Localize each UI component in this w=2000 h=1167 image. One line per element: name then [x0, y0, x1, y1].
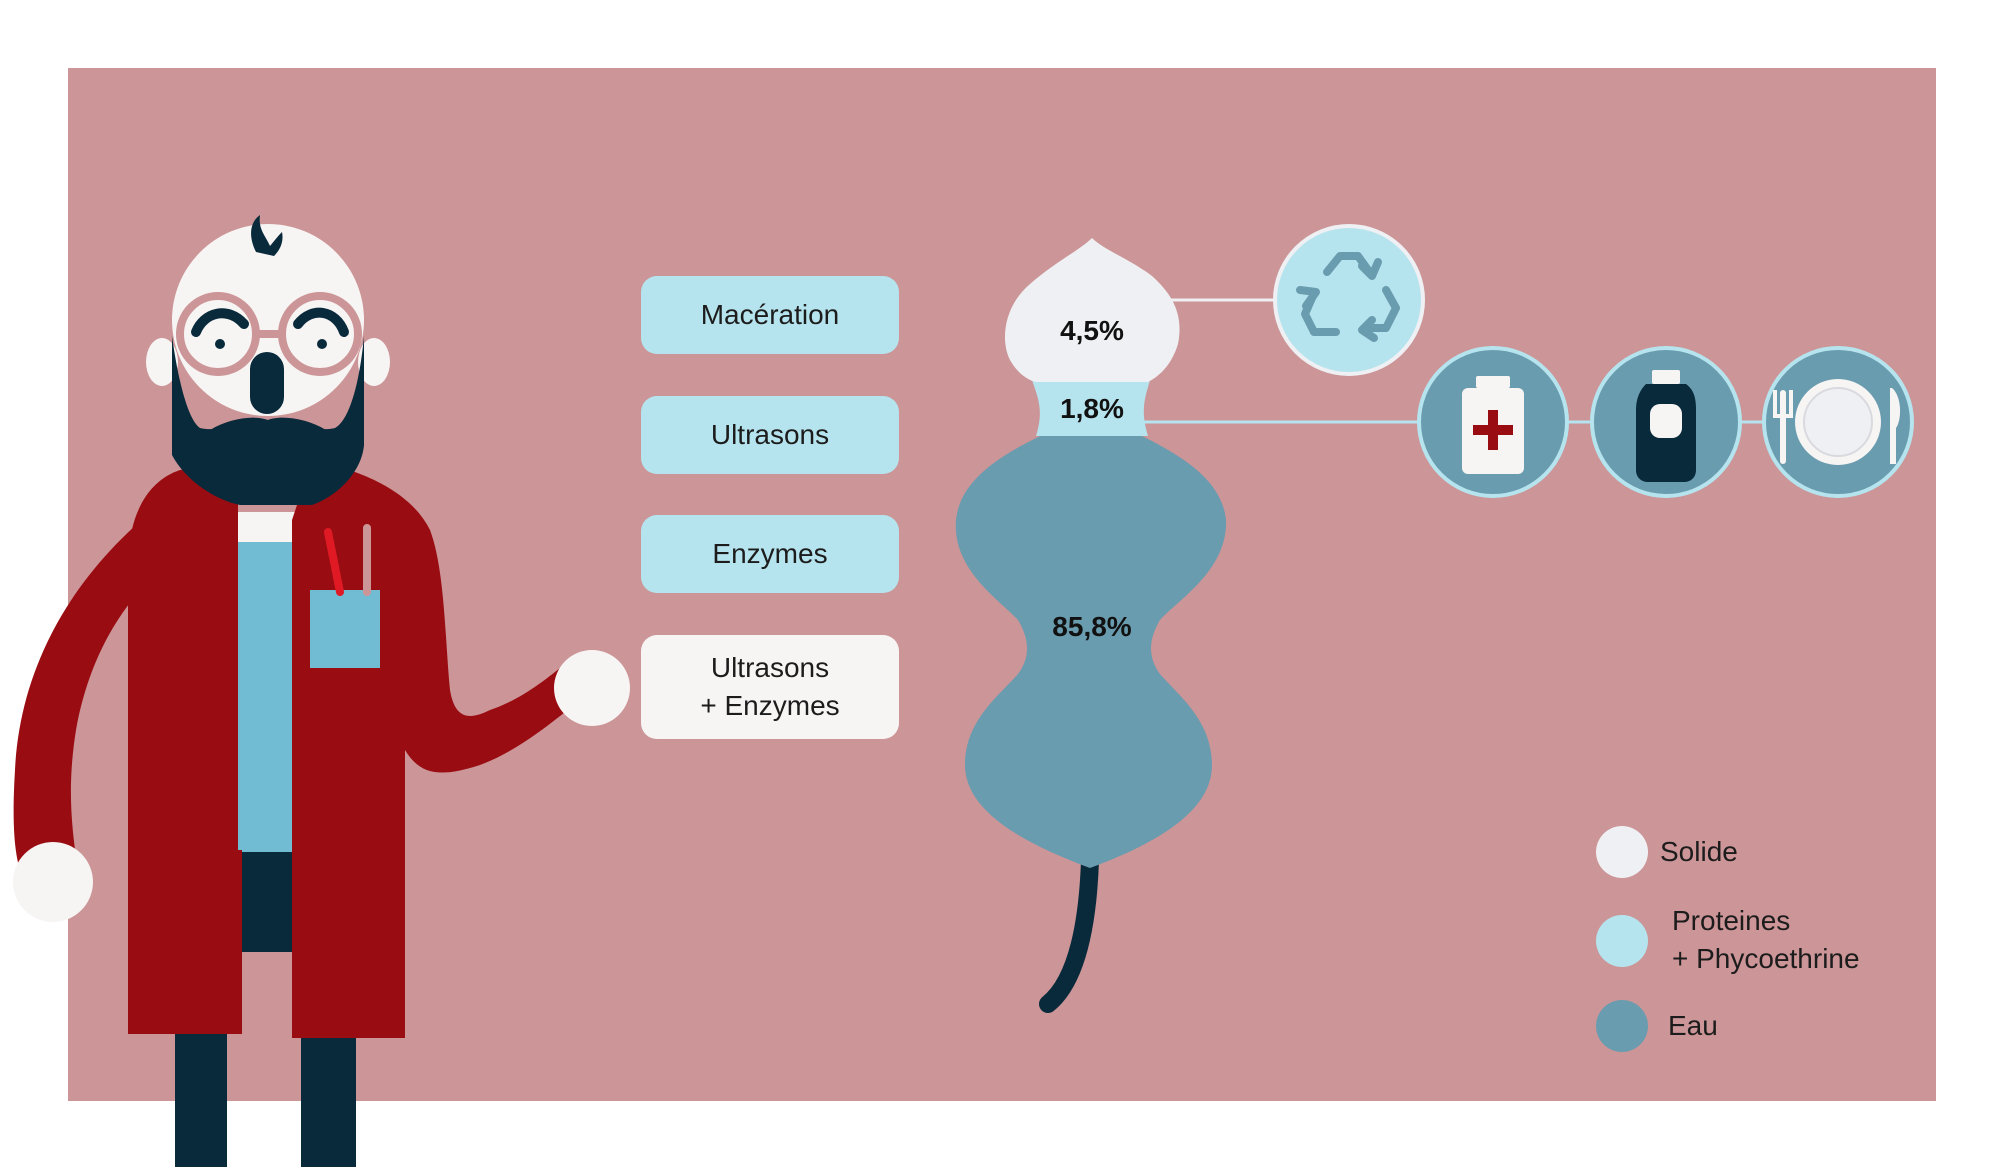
method-enzymes: Enzymes: [641, 515, 899, 593]
water-segment: [955, 436, 1227, 868]
mustache: [210, 417, 326, 440]
left-eye: [215, 339, 225, 349]
stem: [1039, 851, 1099, 1013]
left-ear: [146, 338, 178, 386]
legend-swatch-proteines: [1596, 915, 1648, 967]
hair-tuft-icon: [251, 215, 283, 256]
medicine-circle: [1417, 346, 1569, 498]
composition-shape: 4,5% 1,8% 85,8%: [955, 238, 1227, 1013]
recycle-icon: [1296, 252, 1400, 342]
method-ultrasons-label: Ultrasons: [710, 419, 830, 450]
legend-label-eau: Eau: [1668, 1010, 1718, 1041]
left-lens: [176, 292, 260, 376]
right-hand: [554, 650, 630, 726]
lab-coat-left: [128, 460, 242, 1034]
method-ultrasons-enzymes: Ultrasons + Enzymes: [641, 635, 899, 739]
protein-percentage: 1,8%: [1060, 393, 1124, 424]
method-maceration-label: Macération: [700, 299, 840, 330]
pen-red: [324, 528, 344, 596]
right-ear: [358, 338, 390, 386]
right-eyebrow: [293, 307, 349, 337]
method-enzymes-label: Enzymes: [712, 538, 828, 569]
plate-cutlery-icon: [1773, 379, 1901, 465]
solid-percentage: 4,5%: [1060, 315, 1124, 346]
cosmetic-circle: [1590, 346, 1742, 498]
legend-label-proteines-line1: Proteines: [1672, 905, 1791, 936]
method-ultrasons: Ultrasons: [641, 396, 899, 474]
method-ultrasons-enzymes-line1: Ultrasons: [710, 652, 830, 683]
legend-label-proteines: Proteines + Phycoethrine: [1672, 902, 1860, 978]
protein-segment: [1032, 380, 1150, 436]
left-eyebrow: [191, 308, 249, 337]
legend-swatch-solide: [1596, 826, 1648, 878]
right-eye: [317, 339, 327, 349]
left-hand: [13, 842, 93, 922]
legend-label-proteines-line2: + Phycoethrine: [1672, 943, 1860, 974]
cosmetic-bottle-icon: [1636, 370, 1696, 482]
left-leg: [175, 1020, 227, 1167]
nose: [250, 352, 284, 414]
solid-segment: [1004, 238, 1180, 382]
recycle-circle: [1273, 224, 1425, 376]
food-circle: [1762, 346, 1914, 498]
method-ultrasons-enzymes-line2: + Enzymes: [700, 690, 840, 721]
scientist-illustration: [13, 215, 630, 1167]
right-leg: [301, 1020, 356, 1167]
legend-label-solide: Solide: [1660, 836, 1738, 867]
collar: [238, 512, 298, 542]
method-maceration: Macération: [641, 276, 899, 354]
water-percentage: 85,8%: [1052, 611, 1131, 642]
legend-swatch-eau: [1596, 1000, 1648, 1052]
medicine-bottle-icon: [1462, 376, 1524, 474]
coat-pocket: [310, 590, 380, 668]
